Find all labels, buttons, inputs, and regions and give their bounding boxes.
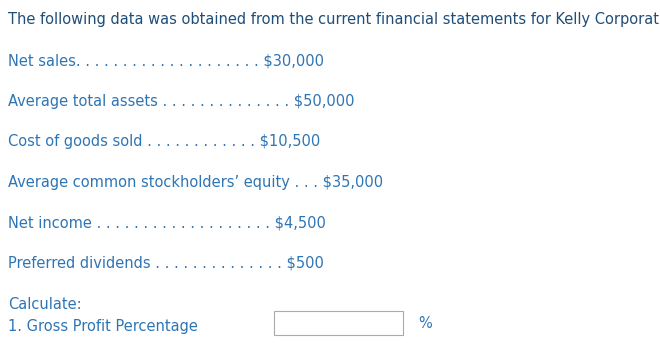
FancyBboxPatch shape	[274, 311, 403, 335]
Text: The following data was obtained from the current financial statements for Kelly : The following data was obtained from the…	[8, 12, 660, 27]
Text: %: %	[418, 316, 432, 331]
Text: 1. Gross Profit Percentage: 1. Gross Profit Percentage	[8, 319, 198, 334]
Text: Cost of goods sold . . . . . . . . . . . . $10,500: Cost of goods sold . . . . . . . . . . .…	[8, 134, 320, 149]
Text: Net sales. . . . . . . . . . . . . . . . . . . . $30,000: Net sales. . . . . . . . . . . . . . . .…	[8, 53, 324, 68]
Text: Preferred dividends . . . . . . . . . . . . . . $500: Preferred dividends . . . . . . . . . . …	[8, 256, 324, 271]
Text: Net income . . . . . . . . . . . . . . . . . . . $4,500: Net income . . . . . . . . . . . . . . .…	[8, 215, 326, 230]
Text: Average total assets . . . . . . . . . . . . . . $50,000: Average total assets . . . . . . . . . .…	[8, 94, 354, 109]
Text: Average common stockholders’ equity . . . $35,000: Average common stockholders’ equity . . …	[8, 175, 383, 190]
Text: Calculate:: Calculate:	[8, 297, 82, 312]
